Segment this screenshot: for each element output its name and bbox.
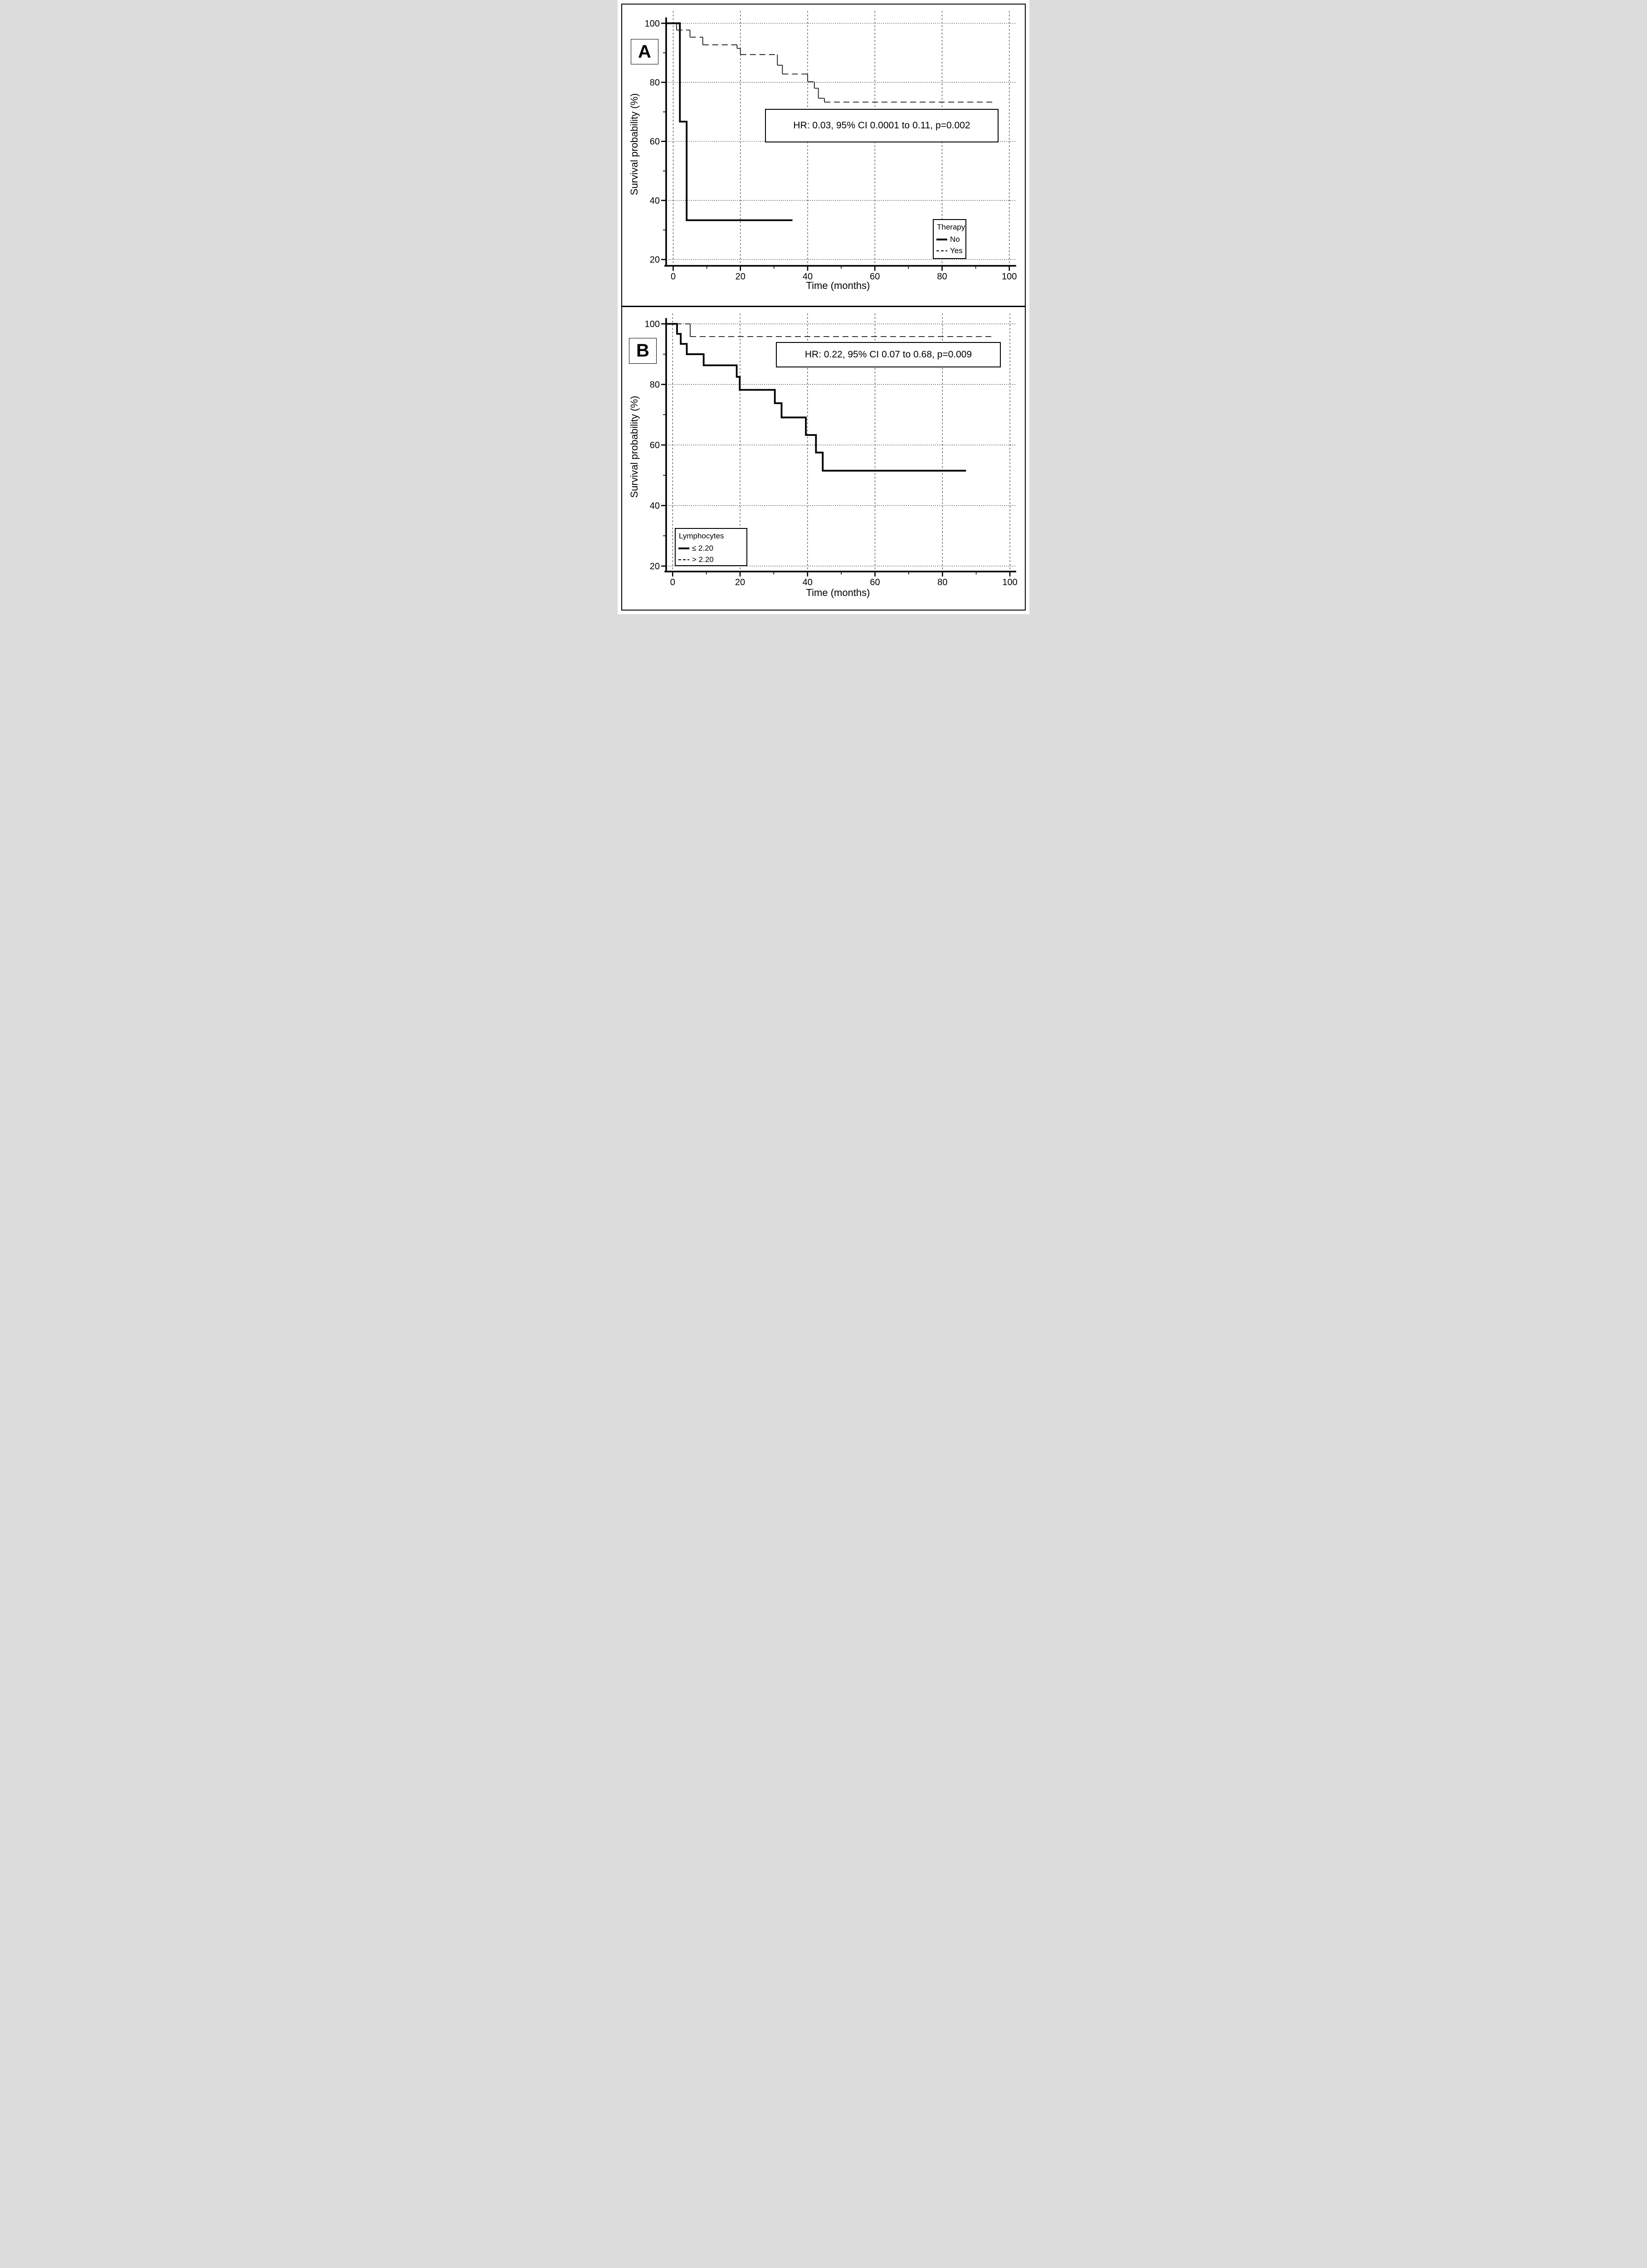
x-axis-title-b: Time (months) xyxy=(806,587,870,598)
panel-label-a: A xyxy=(631,39,658,64)
y-tick-label-80: 80 xyxy=(650,380,660,390)
y-tick-label-20: 20 xyxy=(650,562,660,572)
y-tick-label-100: 100 xyxy=(645,19,660,29)
x-tick-label-100: 100 xyxy=(1002,272,1017,282)
solid-line-sample-icon xyxy=(678,547,689,549)
y-tick-label-20: 20 xyxy=(650,255,660,265)
hr-annotation-a: HR: 0.03, 95% CI 0.0001 to 0.11, p=0.002 xyxy=(765,109,999,142)
x-tick-label-80: 80 xyxy=(937,577,947,587)
y-tick-label-40: 40 xyxy=(650,196,660,206)
y-tick-label-80: 80 xyxy=(650,78,660,88)
km-curve-≤ 2.20 xyxy=(666,323,966,472)
legend-therapy: Therapy No Yes xyxy=(933,219,966,259)
km-curve-No xyxy=(666,22,793,221)
x-tick-label-40: 40 xyxy=(803,272,813,282)
y-tick-label-100: 100 xyxy=(645,319,660,329)
legend-item-label: > 2.20 xyxy=(692,555,714,564)
y-axis-title-b: Survival probability (%) xyxy=(629,396,640,498)
legend-item-no: No xyxy=(936,234,963,245)
hr-annotation-b: HR: 0.22, 95% CI 0.07 to 0.68, p=0.009 xyxy=(776,342,1001,367)
km-chart-panel-a: 0 20 40 60 80 100 100 80 60 40 20 xyxy=(645,11,1017,282)
x-tick-label-80: 80 xyxy=(937,272,947,282)
dashed-line-sample-icon xyxy=(678,559,689,560)
panel-label-b: B xyxy=(629,338,657,364)
x-tick-label-0: 0 xyxy=(670,577,675,587)
legend-lymphocytes: Lymphocytes ≤ 2.20 > 2.20 xyxy=(675,528,747,566)
x-tick-label-40: 40 xyxy=(803,577,813,587)
panel-divider xyxy=(621,306,1026,307)
y-tick-label-60: 60 xyxy=(650,440,660,450)
x-tick-label-20: 20 xyxy=(736,272,746,282)
y-tick-label-40: 40 xyxy=(650,501,660,511)
x-tick-label-0: 0 xyxy=(671,272,676,282)
legend-item-yes: Yes xyxy=(936,245,963,256)
solid-line-sample-icon xyxy=(936,238,947,240)
x-tick-label-100: 100 xyxy=(1002,577,1017,587)
x-axis-title-a: Time (months) xyxy=(806,280,870,291)
x-tick-label-20: 20 xyxy=(735,577,745,587)
km-chart-panel-b: 0 20 40 60 80 100 100 80 60 40 20 xyxy=(645,313,1018,587)
legend-item-le-220: ≤ 2.20 xyxy=(678,543,744,554)
legend-item-label: Yes xyxy=(950,246,963,255)
dashed-line-sample-icon xyxy=(936,250,947,251)
x-tick-label-60: 60 xyxy=(870,577,880,587)
y-tick-label-60: 60 xyxy=(650,137,660,147)
legend-item-label: No xyxy=(950,235,960,244)
legend-title-lymphocytes: Lymphocytes xyxy=(679,532,724,540)
legend-item-label: ≤ 2.20 xyxy=(692,543,714,552)
km-survival-figure: 0 20 40 60 80 100 100 80 60 40 20 0 20 40 60 80 100 100 8… xyxy=(618,0,1029,614)
legend-title-therapy: Therapy xyxy=(937,223,965,231)
legend-item-gt-220: > 2.20 xyxy=(678,554,744,565)
y-axis-title-a: Survival probability (%) xyxy=(629,93,640,196)
x-tick-label-60: 60 xyxy=(870,272,880,282)
